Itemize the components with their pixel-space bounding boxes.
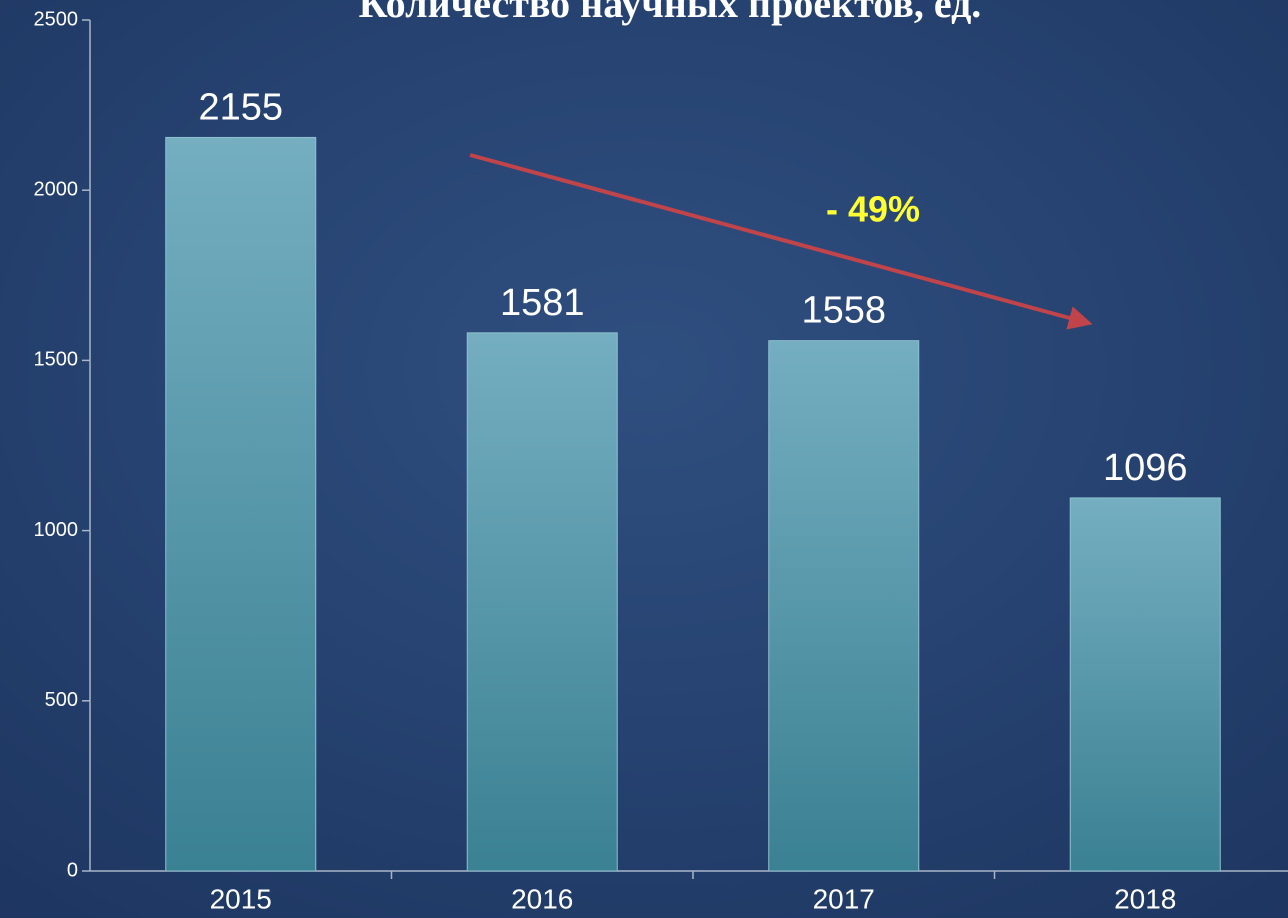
x-tick-label: 2015 xyxy=(210,883,272,914)
data-label: 2155 xyxy=(198,86,283,128)
y-tick-label: 2000 xyxy=(34,178,79,200)
bar xyxy=(165,136,317,872)
data-label: 1558 xyxy=(801,290,886,332)
x-tick-label: 2018 xyxy=(1114,883,1176,914)
y-tick-label: 500 xyxy=(45,689,78,711)
y-tick-label: 1500 xyxy=(34,349,79,371)
bar xyxy=(466,332,618,872)
y-tick-label: 2500 xyxy=(34,8,79,30)
x-tick-label: 2017 xyxy=(813,883,875,914)
y-tick-label: 1000 xyxy=(34,519,79,541)
bar xyxy=(1069,497,1221,872)
x-tick-label: 2016 xyxy=(511,883,573,914)
bar xyxy=(768,340,920,872)
chart-title: Количество научных проектов, ед. xyxy=(359,0,982,26)
data-label: 1096 xyxy=(1103,447,1188,489)
y-tick-label: 0 xyxy=(67,859,78,881)
trend-arrow xyxy=(469,153,1093,330)
data-label: 1581 xyxy=(500,282,585,324)
annotation: - 49% xyxy=(826,189,920,230)
